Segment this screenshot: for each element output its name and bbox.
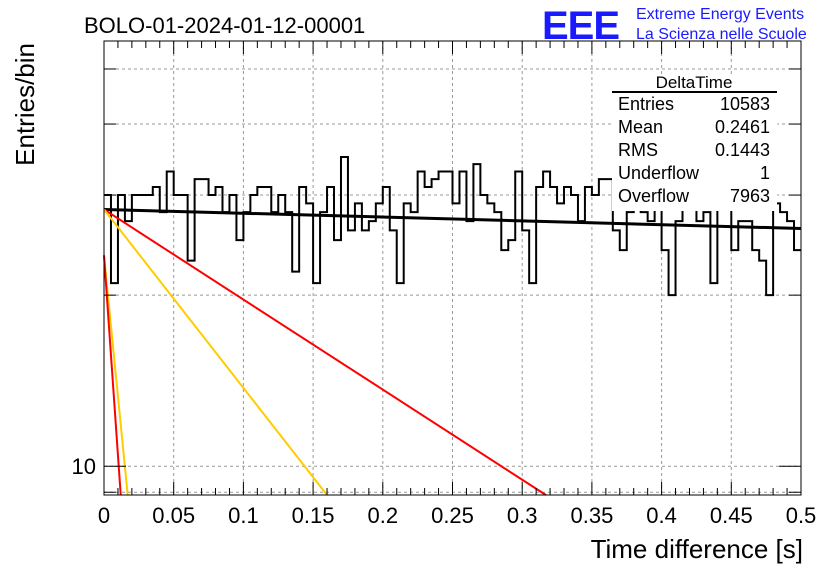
stats-label: Underflow	[618, 163, 700, 183]
stats-value: 0.2461	[715, 117, 770, 137]
stats-label: Overflow	[618, 186, 690, 206]
x-tick-label: 0.05	[152, 503, 195, 528]
x-tick-label: 0.2	[368, 503, 399, 528]
stats-background	[612, 74, 777, 211]
axis-ticks	[103, 41, 802, 495]
logo-line-2: La Scienza nelle Scuole	[636, 26, 807, 43]
x-tick-label: 0.35	[570, 503, 613, 528]
y-tick-label: 10	[72, 454, 96, 479]
x-tick-label: 0.45	[710, 503, 753, 528]
chart-title: BOLO-01-2024-01-12-00001	[84, 13, 365, 38]
y-tick-labels: 10	[72, 454, 96, 479]
y-axis-label: Entries/bin	[10, 43, 40, 166]
stats-box: DeltaTime Entries 10583 Mean 0.2461 RMS 0.144…	[612, 73, 777, 211]
fit-line	[103, 208, 547, 496]
fit-line	[103, 255, 122, 496]
x-tick-label: 0.1	[228, 503, 259, 528]
fit-line	[103, 255, 129, 496]
x-tick-label: 0.25	[431, 503, 474, 528]
eee-logo: EEE Extreme Energy Events La Scienza nel…	[542, 4, 807, 48]
stats-label: RMS	[618, 140, 658, 160]
stats-label: Mean	[618, 117, 663, 137]
fit-line	[103, 207, 802, 230]
stats-title: DeltaTime	[656, 73, 733, 92]
logo-line-1: Extreme Energy Events	[636, 6, 804, 23]
x-tick-label: 0.4	[646, 503, 677, 528]
x-tick-label: 0	[98, 503, 110, 528]
x-axis-label: Time difference [s]	[591, 534, 803, 564]
x-tick-label: 0.15	[292, 503, 335, 528]
x-tick-label: 0.5	[786, 503, 817, 528]
stats-rows: Entries 10583 Mean 0.2461 RMS 0.1443 Underflow…	[618, 94, 770, 206]
stats-value: 0.1443	[715, 140, 770, 160]
stats-value: 1	[760, 163, 770, 183]
stats-label: Entries	[618, 94, 674, 114]
stats-value: 7963	[730, 186, 770, 206]
x-tick-labels: 0 0.05 0.1 0.15 0.2 0.25 0.3 0.35 0.4 0.45 0.5	[98, 503, 816, 528]
x-tick-label: 0.3	[507, 503, 538, 528]
fit-line	[103, 208, 328, 496]
stats-value: 10583	[720, 94, 770, 114]
